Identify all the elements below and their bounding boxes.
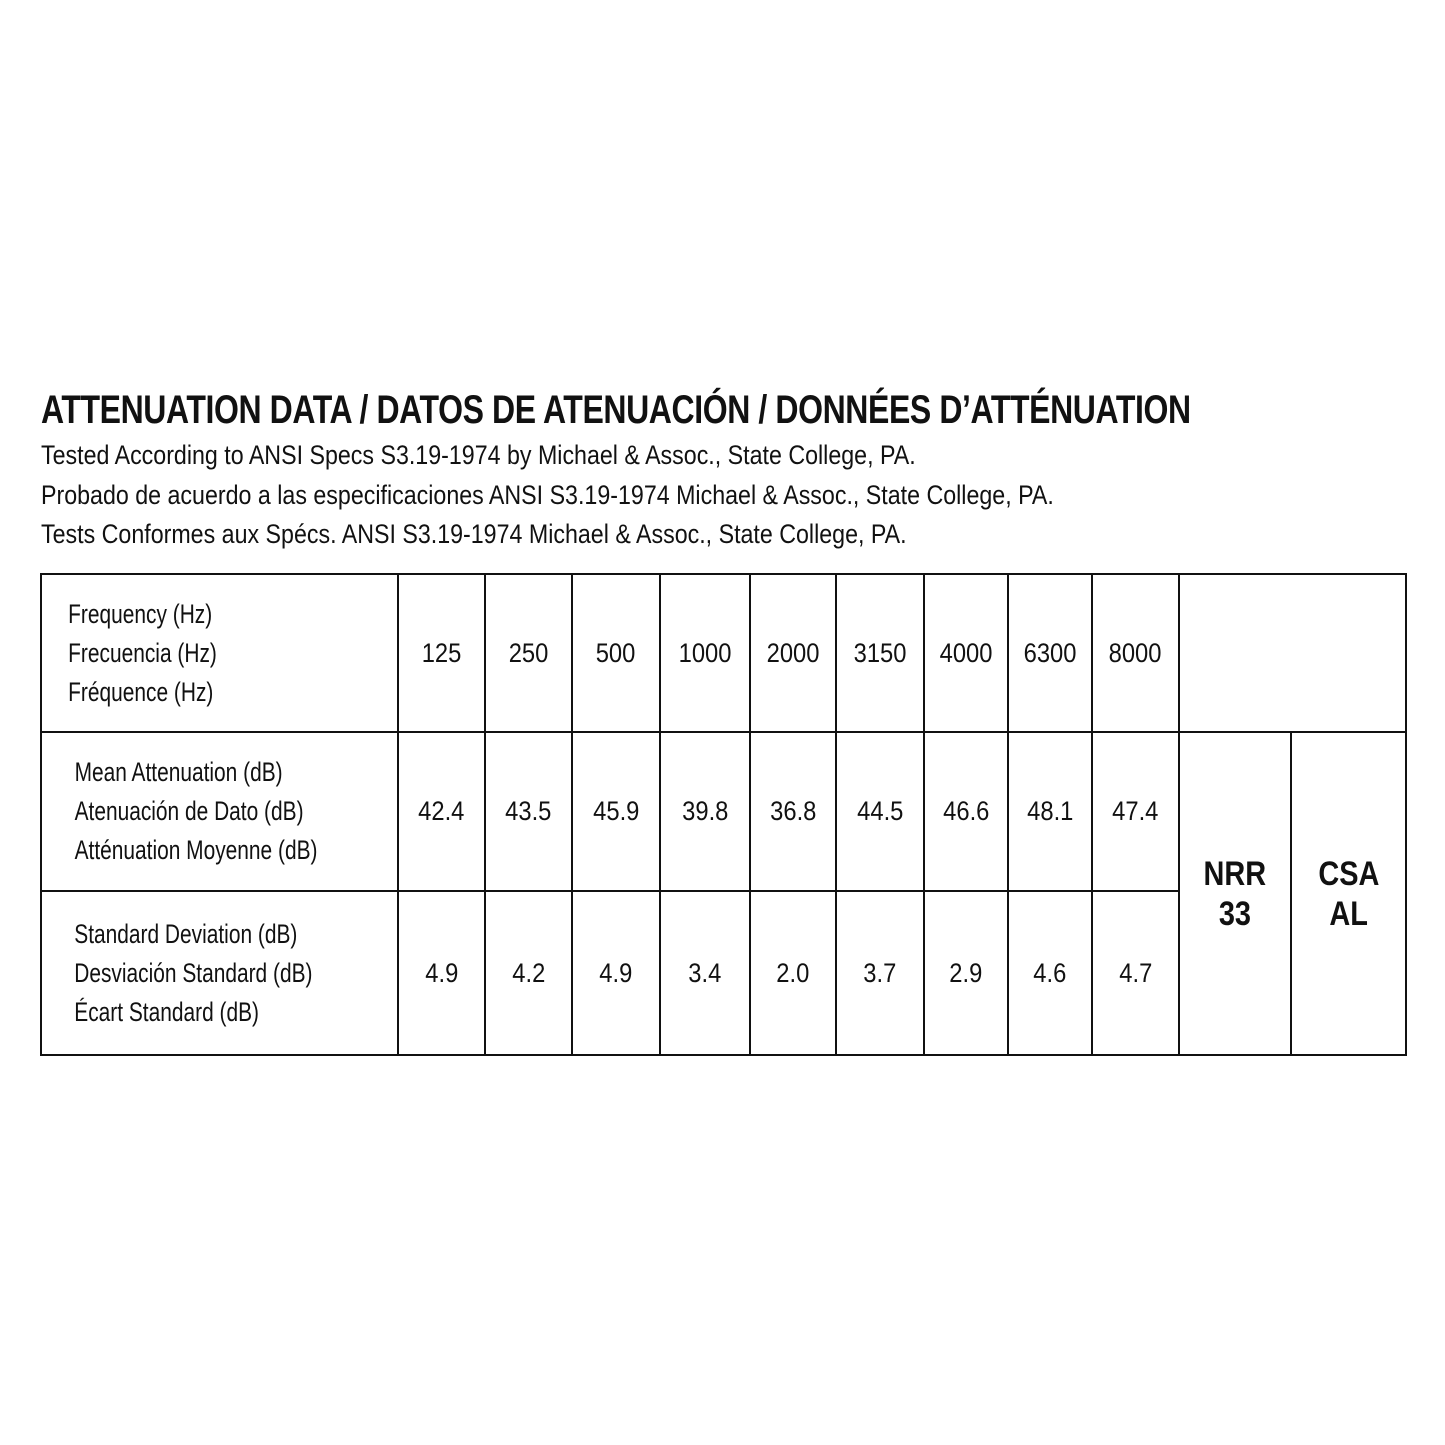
mean-attenuation-cell-value: 45.9 (592, 796, 640, 826)
standard-deviation-cell-value: 4.9 (424, 957, 459, 988)
row-label-line: Standard Deviation (dB) (74, 918, 298, 949)
frequency-cell-value: 250 (508, 637, 549, 668)
standard-deviation-cell: 4.9 (397, 890, 484, 1054)
standard-deviation-cell-value: 3.4 (688, 957, 722, 988)
mean-attenuation-cell: 47.4 (1091, 731, 1178, 890)
subtitle-fr: Tests Conformes aux Spécs. ANSI S3.19-19… (41, 519, 907, 549)
nrr-label: NRR (1203, 854, 1267, 893)
frequency-cell: 500 (571, 573, 659, 731)
row-label-line: Atténuation Moyenne (dB) (74, 835, 318, 865)
frequency-cell-value: 1000 (678, 637, 732, 668)
row-label-line: Atenuación de Dato (dB) (74, 796, 304, 826)
standard-deviation-cell-value: 2.9 (949, 957, 983, 988)
frequency-cell-value: 2000 (766, 637, 820, 668)
standard-deviation-cell-value: 4.7 (1118, 957, 1153, 988)
frequency-cell-value: 3150 (853, 637, 907, 668)
frequency-cell-value: 6300 (1023, 637, 1077, 668)
mean-label-cell: Mean Attenuation (dB) Atenuación de Dato … (40, 731, 397, 890)
row-label-line: Écart Standard (dB) (74, 996, 260, 1027)
standard-deviation-cell: 3.4 (659, 890, 749, 1054)
frequency-label-cell: Frequency (Hz) Frecuencia (Hz) Fréquence (… (40, 573, 397, 731)
standard-deviation-cell: 4.7 (1091, 890, 1178, 1054)
frequency-cell: 3150 (835, 573, 923, 731)
mean-attenuation-cell-value: 47.4 (1112, 796, 1159, 826)
row-label-line: Desviación Standard (dB) (74, 957, 313, 988)
mean-attenuation-cell-value: 44.5 (856, 796, 904, 826)
frequency-cell: 8000 (1091, 573, 1178, 731)
frequency-cell: 6300 (1007, 573, 1091, 731)
mean-attenuation-cell-value: 42.4 (418, 796, 465, 826)
mean-attenuation-cell: 36.8 (749, 731, 835, 890)
nrr-value: 33 (1218, 894, 1252, 933)
mean-attenuation-cell-value: 43.5 (505, 796, 552, 826)
mean-attenuation-cell: 39.8 (659, 731, 749, 890)
standard-deviation-cell: 3.7 (835, 890, 923, 1054)
mean-attenuation-cell-value: 46.6 (942, 796, 990, 826)
frequency-cell: 4000 (923, 573, 1007, 731)
standard-deviation-cell: 2.9 (923, 890, 1007, 1054)
standard-deviation-cell: 4.9 (571, 890, 659, 1054)
mean-attenuation-cell: 43.5 (484, 731, 571, 890)
subtitle-en: Tested According to ANSI Specs S3.19-197… (41, 440, 916, 470)
standard-deviation-cell: 4.6 (1007, 890, 1091, 1054)
frequency-cell-value: 4000 (939, 637, 993, 668)
subtitle-es: Probado de acuerdo a las especificacione… (41, 480, 1054, 510)
frequency-cell-value: 8000 (1109, 637, 1162, 668)
standard-deviation-cell-value: 4.9 (599, 957, 633, 988)
csa-value: AL (1329, 894, 1368, 933)
mean-attenuation-cell: 45.9 (571, 731, 659, 890)
row-label-line: Frequency (Hz) (68, 598, 213, 629)
standard-deviation-cell: 2.0 (749, 890, 835, 1054)
attenuation-table: Frequency (Hz) Frecuencia (Hz) Fréquence (… (40, 573, 1407, 1056)
row-label-line: Fréquence (Hz) (68, 676, 214, 707)
standard-deviation-cell-value: 4.2 (511, 957, 546, 988)
mean-attenuation-cell-value: 39.8 (681, 796, 729, 826)
csa-cell: CSA AL (1290, 731, 1405, 1054)
frequency-cell-value: 500 (596, 637, 636, 668)
mean-attenuation-cell: 48.1 (1007, 731, 1091, 890)
standard-deviation-cell: 4.2 (484, 890, 571, 1054)
sd-label-cell: Standard Deviation (dB) Desviación Standa… (40, 890, 397, 1054)
mean-attenuation-cell: 42.4 (397, 731, 484, 890)
standard-deviation-cell-value: 3.7 (863, 957, 897, 988)
csa-label: CSA (1317, 854, 1380, 893)
frequency-cell: 1000 (659, 573, 749, 731)
mean-attenuation-cell: 46.6 (923, 731, 1007, 890)
page-title: ATTENUATION DATA / DATOS DE ATENUACIÓN /… (41, 388, 1191, 432)
nrr-cell: NRR 33 (1178, 731, 1290, 1054)
mean-attenuation-cell: 44.5 (835, 731, 923, 890)
standard-deviation-cell-value: 4.6 (1033, 957, 1067, 988)
standard-deviation-cell-value: 2.0 (776, 957, 810, 988)
mean-attenuation-cell-value: 48.1 (1026, 796, 1074, 826)
row-label-line: Mean Attenuation (dB) (74, 757, 283, 787)
frequency-cell-value: 125 (421, 637, 462, 668)
mean-attenuation-cell-value: 36.8 (769, 796, 817, 826)
frequency-cell: 2000 (749, 573, 835, 731)
row-label-line: Frecuencia (Hz) (68, 637, 217, 668)
frequency-cell: 125 (397, 573, 484, 731)
frequency-cell: 250 (484, 573, 571, 731)
empty-header-cell (1178, 573, 1405, 731)
